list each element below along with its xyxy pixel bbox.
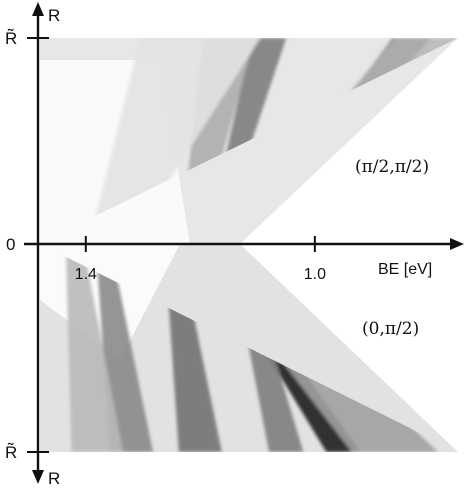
band-lower-10 <box>65 244 124 452</box>
band-upper-4 <box>88 38 261 244</box>
x-tick-label-0: 1.4 <box>75 266 97 283</box>
y-axis-arrow-down <box>32 470 44 484</box>
y-tick-label-2: R̃ <box>5 442 17 462</box>
x-axis-ticks: 1.4 1.0 <box>75 236 326 283</box>
y-tick-label-1: 0 <box>6 235 15 254</box>
y-axis-label-top: R <box>48 6 60 25</box>
panel-label-upper: (π/2,π/2) <box>355 157 429 177</box>
y-axis-ticks: R̃ 0 R̃ <box>5 28 49 462</box>
x-axis-label: BE [eV] <box>378 261 432 278</box>
x-tick-label-1: 1.0 <box>304 266 326 283</box>
y-tick-label-0: R̃ <box>5 28 17 48</box>
axes <box>24 2 464 484</box>
panel-label-lower: (0,π/2) <box>362 319 419 339</box>
x-axis-arrow <box>450 238 464 250</box>
y-axis-label-bottom: R <box>48 469 60 488</box>
y-axis-arrow-up <box>32 2 44 16</box>
